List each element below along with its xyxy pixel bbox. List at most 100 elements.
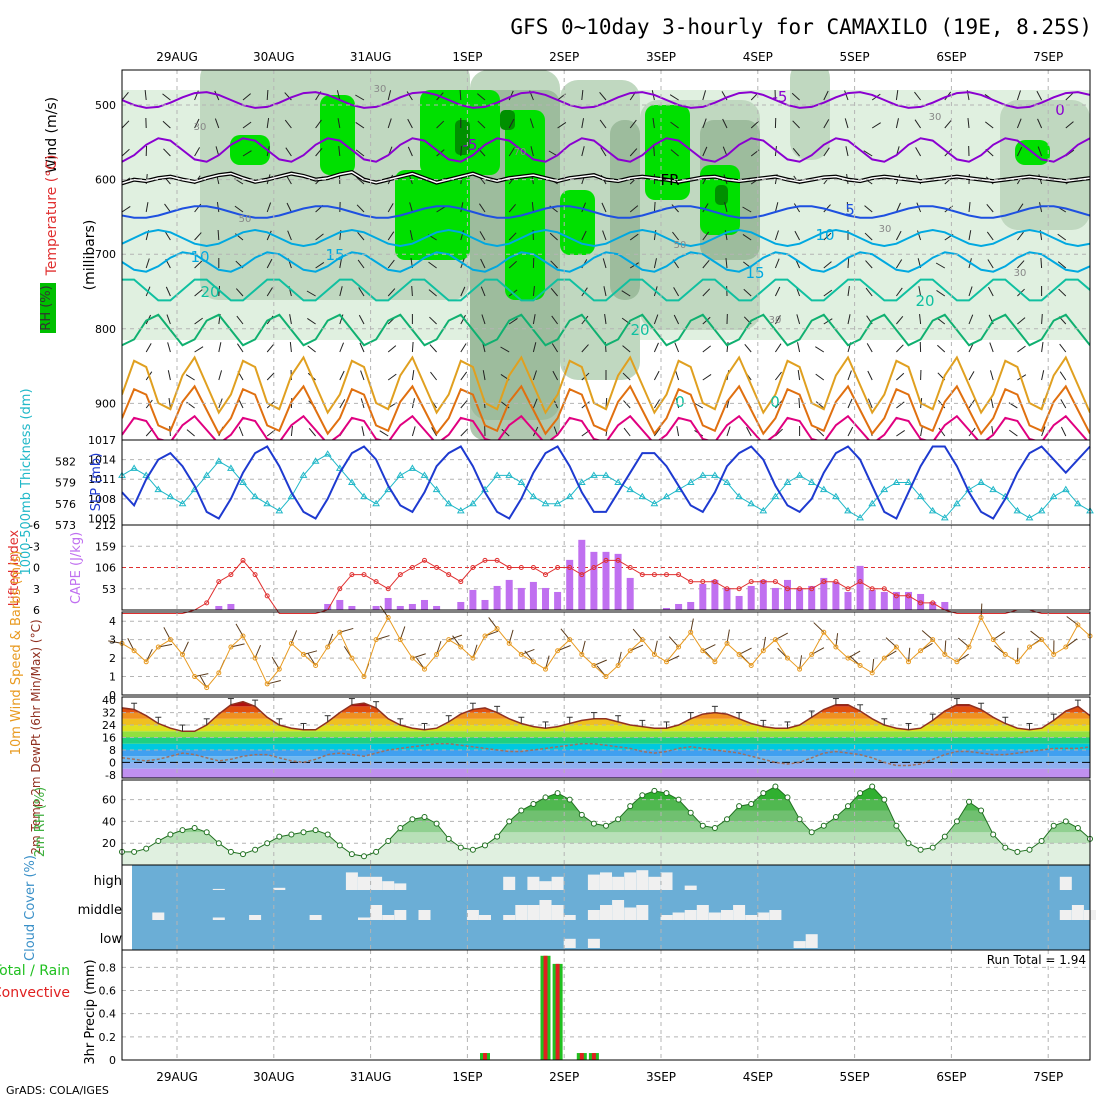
cloud-cell-middle [672,912,685,920]
li-tick-label: -3 [29,540,40,553]
wind-speed-point [676,644,682,650]
wind-barb [411,285,413,297]
wind-barb [266,258,273,269]
wind-barb [823,147,830,157]
contour-label: 20 [200,283,219,301]
wind-barb [1041,370,1045,381]
wind-barb [359,342,365,353]
wind-barb [411,341,414,353]
li-point [216,579,222,585]
cloud-cell-middle [394,910,407,920]
wind-barb [164,203,171,213]
rh-tick-label: 60 [102,794,116,807]
wind-speed-point [1075,622,1081,628]
wind10m-frame [121,611,1091,696]
cape-bar [844,591,852,610]
wind-speed-point [893,644,899,650]
cloud-cell-high [212,888,225,890]
wind-barb [1041,313,1043,325]
precip-convective-bar [483,1053,487,1060]
cloud-cell-middle [587,910,600,920]
wind-barb [653,427,661,437]
axis-label-rh2m: 2m RH (%) [33,787,48,858]
wind-barb [895,230,902,241]
thickness-point [311,457,320,464]
cloud-cell-middle [479,915,491,920]
cape-bar [905,591,912,610]
wind-barb [652,118,655,129]
cloud-cell-high [551,876,564,890]
rh-point [131,848,138,855]
wind-barb [653,258,657,269]
wind-barb [600,147,607,157]
wind-barb [1016,146,1023,157]
rh-point [155,838,162,845]
wind-speed-point [1063,644,1069,650]
thickness-point [408,464,417,471]
temp-tick-label: 40 [102,694,116,707]
wind-barb [1037,146,1043,157]
precip-tick-label: 0 [109,1054,116,1067]
contour-label: -5 [463,136,478,154]
bottom-date-label: 6SEP [936,1070,966,1084]
thickness-point [844,506,852,514]
temp-band [122,731,1090,738]
rh-point [421,814,428,821]
wind-barb [550,288,558,297]
axis-label-precip: 3hr Precip (mm) [83,959,98,1064]
wind-speed-point [276,666,282,672]
rh-point [433,820,440,827]
li-point [627,565,633,570]
wind-barb [774,343,782,353]
cloud-cell-low [805,934,818,948]
wind-barb [742,206,752,213]
li-point [906,593,911,599]
thickness-point [360,492,368,500]
wind-speed-point [131,648,137,654]
wind-barb [387,118,392,129]
wind-barb [796,314,801,325]
wind-barb [235,288,244,297]
pressure-tick-label: 500 [95,99,116,112]
top-date-label: 3SEP [646,50,676,64]
wind-barb [774,286,781,297]
cape-bar [566,559,574,610]
isotherm-25 [122,313,1090,347]
cape-bar [796,587,804,610]
rh-point [1038,838,1045,845]
axis-label-temp2m: 2m Temp 2m DewPt (6hr Min/Max) (°C) [29,619,43,854]
wind-barb [895,202,901,213]
cloud-cell-high [527,876,540,890]
contour-label: 10 [190,248,209,266]
wind-barb [242,150,252,157]
wind-barb [968,286,973,297]
wind-speed-point [1014,659,1020,665]
wind-barb [1041,426,1046,437]
li-point [518,565,524,570]
wind-barb [460,314,466,325]
rh-point [482,842,488,849]
rh-point [276,833,283,840]
rh-band-green [230,135,270,165]
thickness-point [614,478,622,485]
wind-barb [551,343,559,353]
wind-barb [266,344,275,353]
temp-band [122,718,1090,726]
wind-barb [896,401,905,409]
wind-barb [915,147,922,157]
wind-barb [355,121,365,129]
cape-bar [384,597,392,610]
cloud-cell-middle [1059,910,1072,920]
thickness-point [1049,492,1058,500]
contour-label: 70 [514,147,527,158]
temp-band [122,725,1090,732]
wind-barb [693,402,704,409]
wind-barb [308,428,316,437]
rh-point [978,807,985,814]
wind-speed-point [446,637,452,643]
precip-tick-label: 0.2 [99,1031,117,1044]
cloud-cell-middle [733,905,746,920]
top-date-label: 7SEP [1033,50,1063,64]
thickness-point [214,457,223,464]
cape-bar [396,605,404,610]
